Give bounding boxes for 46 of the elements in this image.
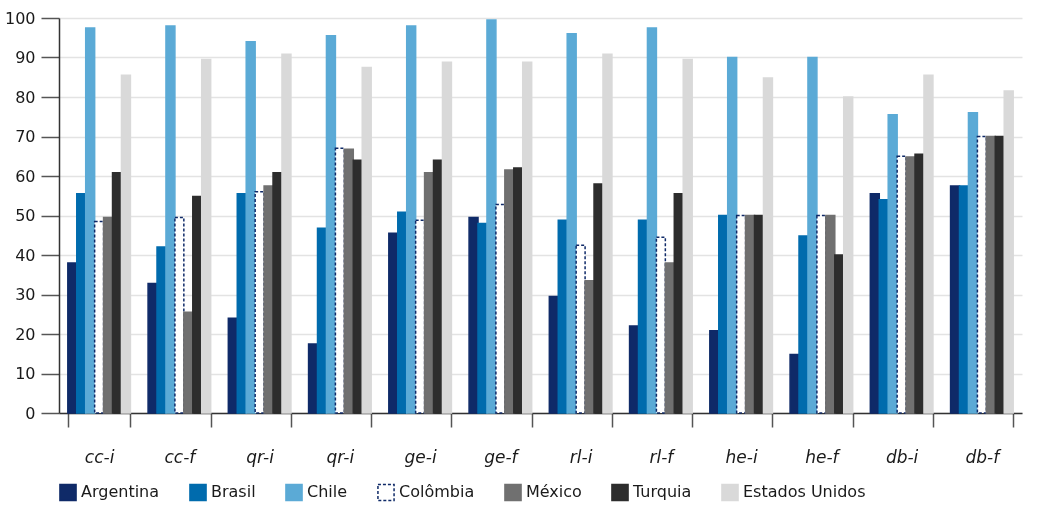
bar — [405, 25, 417, 414]
legend-label: Brasil — [211, 482, 256, 502]
legend-label: Turquia — [632, 482, 692, 502]
bar — [575, 244, 586, 414]
bar — [807, 56, 818, 414]
y-tick-label: 30 — [15, 285, 36, 304]
x-tick-label: rl-f — [649, 446, 677, 467]
y-tick-label: 100 — [4, 8, 36, 28]
x-tick-label: rl-i — [569, 446, 593, 467]
y-tick-label: 0 — [25, 403, 36, 423]
bar — [334, 147, 346, 414]
x-tick-label: db-i — [885, 446, 919, 467]
x-tick-label: he-i — [725, 446, 758, 467]
bar — [165, 25, 176, 414]
y-tick-label: 50 — [15, 206, 36, 225]
legend-label: Argentina — [81, 482, 160, 502]
bar — [825, 214, 836, 414]
x-tick-label: ge-f — [484, 446, 521, 467]
bar — [245, 40, 256, 414]
x-tick-label: cc-f — [164, 446, 199, 467]
legend-label: Colômbia — [399, 482, 475, 502]
legend-label: México — [526, 482, 582, 502]
x-tick-label: cc-i — [84, 446, 115, 467]
bar — [84, 27, 96, 414]
y-tick-label: 10 — [15, 364, 36, 383]
y-tick-label: 80 — [15, 87, 36, 107]
bar — [566, 33, 577, 414]
y-tick-label: 90 — [15, 48, 36, 67]
y-tick-label: 60 — [15, 166, 36, 186]
bar — [646, 27, 658, 414]
x-tick-label: qr-i — [246, 446, 275, 467]
x-tick-label: he-f — [805, 446, 842, 467]
legend-label: Chile — [307, 482, 348, 502]
bar — [726, 56, 738, 414]
bar — [887, 114, 898, 414]
y-tick-label: 70 — [15, 127, 36, 146]
y-tick-label: 40 — [15, 245, 36, 265]
x-tick-label: qr-i — [326, 446, 355, 467]
legend-label: Estados Unidos — [743, 482, 866, 502]
y-tick-label: 20 — [15, 324, 36, 344]
bar — [174, 216, 185, 414]
bar — [655, 236, 667, 414]
x-tick-label: ge-i — [404, 446, 437, 467]
bar — [976, 135, 988, 414]
bar — [486, 19, 497, 414]
x-tick-label: db-f — [965, 446, 1003, 467]
